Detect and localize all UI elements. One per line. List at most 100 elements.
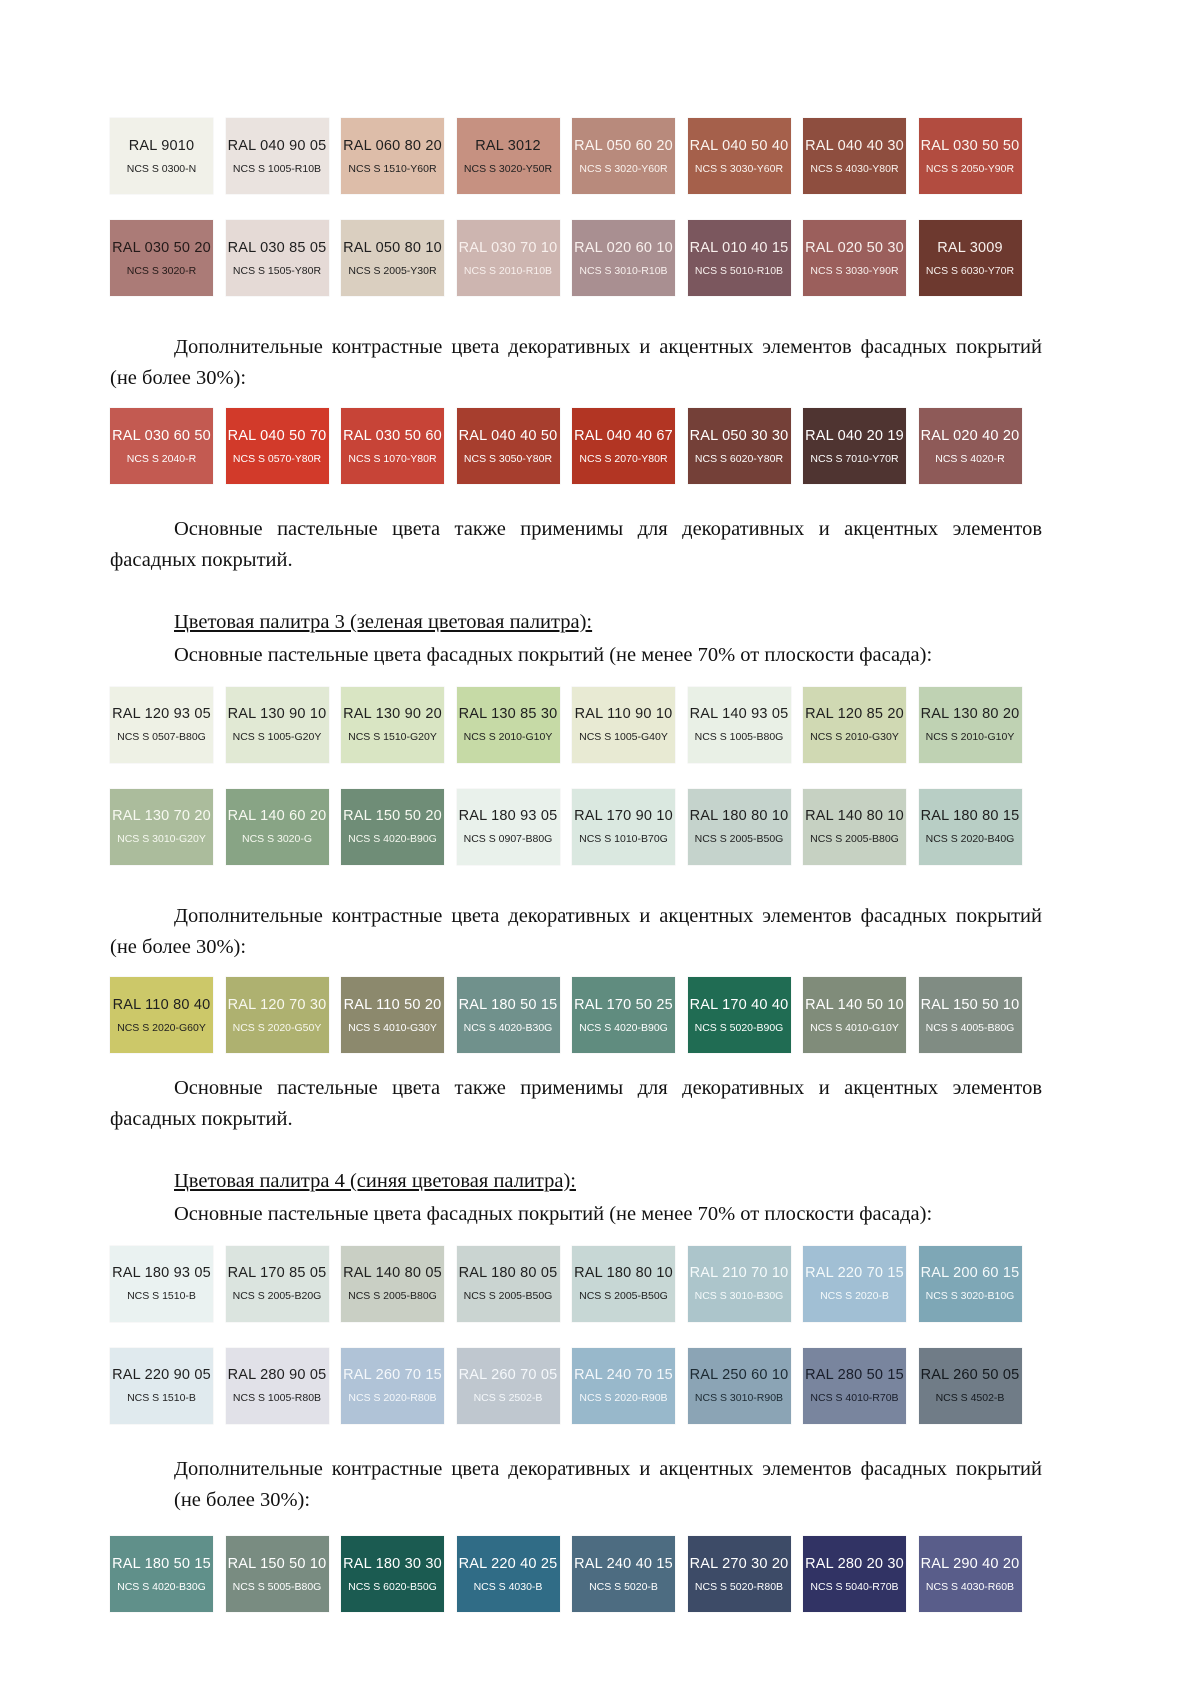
ral-code-label: RAL 180 30 30 (343, 1555, 442, 1572)
ral-code-label: RAL 110 50 20 (343, 996, 442, 1013)
color-swatch: RAL 250 60 10 NCS S 3010-R90B (687, 1347, 791, 1424)
color-swatch: RAL 110 90 10 NCS S 1005-G40Y (572, 686, 675, 763)
palette2-pastel-row-2: RAL 030 50 20 NCS S 3020-R RAL 030 85 05 NC… (110, 220, 1042, 296)
ral-code-label: RAL 180 80 15 (920, 808, 1020, 825)
ncs-code-label: NCS S 2020-G60Y (117, 1021, 206, 1034)
color-swatch: RAL 120 70 30 NCS S 2020-G50Y (225, 977, 329, 1054)
ncs-code-label: NCS S 4030-Y80R (810, 162, 899, 175)
ral-code-label: RAL 140 93 05 (689, 706, 789, 723)
ral-code-label: RAL 060 80 20 (343, 137, 442, 154)
color-swatch: RAL 180 93 05 NCS S 0907-B80G (456, 788, 560, 865)
color-swatch: RAL 150 50 20 NCS S 4020-B90G (341, 788, 444, 865)
ral-code-label: RAL 130 90 10 (227, 706, 327, 723)
palette3-pastel-note: Основные пастельные цвета также применим… (110, 1077, 1042, 1131)
ncs-code-label: NCS S 0907-B80G (463, 833, 553, 846)
color-swatch: RAL 220 40 25 NCS S 4030-B (456, 1536, 560, 1613)
palette3-pastel-row-1: RAL 120 93 05 NCS S 0507-B80G RAL 130 90 1… (110, 686, 1042, 763)
color-swatch: RAL 140 80 10 NCS S 2005-B80G (803, 788, 906, 865)
ncs-code-label: NCS S 1510-B (127, 1392, 196, 1405)
ncs-code-label: NCS S 2005-B50G (579, 1290, 668, 1303)
ncs-code-label: NCS S 3020-R (126, 264, 197, 277)
ncs-code-label: NCS S 5010-R10B (694, 264, 784, 277)
ncs-code-label: NCS S 2502-B (473, 1392, 543, 1405)
ral-code-label: RAL 030 70 10 (458, 239, 558, 256)
color-swatch: RAL 140 80 05 NCS S 2005-B80G (341, 1245, 444, 1322)
color-swatch: RAL 050 80 10 NCS S 2005-Y30R (341, 220, 444, 296)
color-swatch: RAL 040 50 70 NCS S 0570-Y80R (225, 408, 329, 485)
ncs-code-label: NCS S 0507-B80G (117, 731, 206, 744)
ncs-code-label: NCS S 4030-B (473, 1580, 543, 1593)
ncs-code-label: NCS S 4020-B90G (579, 1021, 668, 1034)
color-swatch: RAL 130 85 30 NCS S 2010-G10Y (456, 686, 560, 763)
ral-code-label: RAL 260 70 15 (343, 1367, 442, 1384)
ncs-code-label: NCS S 2020-R80B (348, 1392, 437, 1405)
color-swatch: RAL 040 50 40 NCS S 3030-Y60R (687, 118, 791, 194)
palette2-pastel-row-1: RAL 9010 NCS S 0300-N RAL 040 90 05 NCS S 1… (110, 118, 1042, 194)
ral-code-label: RAL 220 40 25 (458, 1555, 558, 1572)
ral-code-label: RAL 170 40 40 (689, 996, 789, 1013)
ncs-code-label: NCS S 4010-G30Y (348, 1021, 437, 1034)
ral-code-label: RAL 040 90 05 (227, 137, 327, 154)
color-swatch: RAL 030 50 50 NCS S 2050-Y90R (918, 118, 1022, 194)
ncs-code-label: NCS S 2040-R (126, 452, 197, 465)
color-swatch: RAL 200 60 15 NCS S 3020-B10G (918, 1245, 1022, 1322)
color-swatch: RAL 020 40 20 NCS S 4020-R (918, 408, 1022, 485)
color-swatch: RAL 180 50 15 NCS S 4020-B30G (456, 977, 560, 1054)
color-swatch: RAL 140 50 10 NCS S 4010-G10Y (803, 977, 906, 1054)
ral-code-label: RAL 180 80 10 (574, 1265, 673, 1282)
color-swatch: RAL 110 80 40 NCS S 2020-G60Y (110, 977, 213, 1054)
color-swatch: RAL 270 30 20 NCS S 5020-R80B (687, 1536, 791, 1613)
ncs-code-label: NCS S 0300-N (126, 162, 197, 175)
ral-code-label: RAL 020 50 30 (805, 239, 904, 256)
ral-code-label: RAL 9010 (128, 137, 195, 154)
ncs-code-label: NCS S 3020-G (241, 833, 313, 846)
color-swatch: RAL 170 50 25 NCS S 4020-B90G (572, 977, 675, 1054)
color-swatch: RAL 020 50 30 NCS S 3030-Y90R (803, 220, 906, 296)
ral-code-label: RAL 170 50 25 (574, 996, 673, 1013)
ncs-code-label: NCS S 3010-R10B (579, 264, 668, 277)
ral-code-label: RAL 260 50 05 (920, 1367, 1020, 1384)
ral-code-label: RAL 030 85 05 (227, 239, 327, 256)
ral-code-label: RAL 180 93 05 (458, 808, 558, 825)
ncs-code-label: NCS S 3010-R90B (694, 1392, 784, 1405)
palette2-pastel-grid: RAL 9010 NCS S 0300-N RAL 040 90 05 NCS S 1… (110, 118, 1042, 296)
color-swatch: RAL 260 70 05 NCS S 2502-B (456, 1347, 560, 1424)
color-swatch: RAL 180 80 10 NCS S 2005-B50G (572, 1245, 675, 1322)
ncs-code-label: NCS S 4010-G10Y (810, 1021, 899, 1034)
color-swatch: RAL 3009 NCS S 6030-Y70R (918, 220, 1022, 296)
ncs-code-label: NCS S 3020-B10G (925, 1290, 1015, 1303)
ncs-code-label: NCS S 1070-Y80R (348, 452, 437, 465)
ncs-code-label: NCS S 4020-B90G (348, 833, 437, 846)
palette4-heading: Цветовая палитра 4 (синяя цветовая палит… (174, 1169, 576, 1192)
color-swatch: RAL 180 80 05 NCS S 2005-B50G (456, 1245, 560, 1322)
ncs-code-label: NCS S 1005-R10B (232, 162, 322, 175)
color-swatch: RAL 030 85 05 NCS S 1505-Y80R (225, 220, 329, 296)
ncs-code-label: NCS S 2005-B50G (694, 833, 784, 846)
ncs-code-label: NCS S 2005-Y30R (348, 264, 437, 277)
color-swatch: RAL 130 80 20 NCS S 2010-G10Y (918, 686, 1022, 763)
ncs-code-label: NCS S 4030-R60B (925, 1580, 1015, 1593)
ncs-code-label: NCS S 3020-Y50R (463, 162, 553, 175)
color-swatch: RAL 9010 NCS S 0300-N (110, 118, 213, 194)
ral-code-label: RAL 180 50 15 (458, 996, 558, 1013)
ral-code-label: RAL 040 50 40 (689, 137, 789, 154)
palette4-pastel-intro: Основные пастельные цвета фасадных покры… (174, 1202, 933, 1225)
ncs-code-label: NCS S 6030-Y70R (925, 264, 1015, 277)
ncs-code-label: NCS S 1005-G40Y (579, 731, 668, 744)
ncs-code-label: NCS S 2005-B20G (232, 1290, 322, 1303)
color-swatch: RAL 130 70 20 NCS S 3010-G20Y (110, 788, 213, 865)
ncs-code-label: NCS S 1005-G20Y (232, 731, 322, 744)
ncs-code-label: NCS S 3030-Y90R (810, 264, 899, 277)
ral-code-label: RAL 140 80 10 (805, 808, 904, 825)
color-swatch: RAL 180 80 10 NCS S 2005-B50G (687, 788, 791, 865)
ral-code-label: RAL 170 90 10 (574, 808, 673, 825)
color-swatch: RAL 140 60 20 NCS S 3020-G (225, 788, 329, 865)
ncs-code-label: NCS S 2005-B80G (348, 1290, 437, 1303)
ral-code-label: RAL 030 50 50 (920, 137, 1020, 154)
ral-code-label: RAL 180 80 10 (689, 808, 789, 825)
ral-code-label: RAL 110 80 40 (112, 996, 211, 1013)
color-swatch: RAL 210 70 10 NCS S 3010-B30G (687, 1245, 791, 1322)
ncs-code-label: NCS S 2005-B80G (810, 833, 899, 846)
ral-code-label: RAL 260 70 05 (458, 1367, 558, 1384)
